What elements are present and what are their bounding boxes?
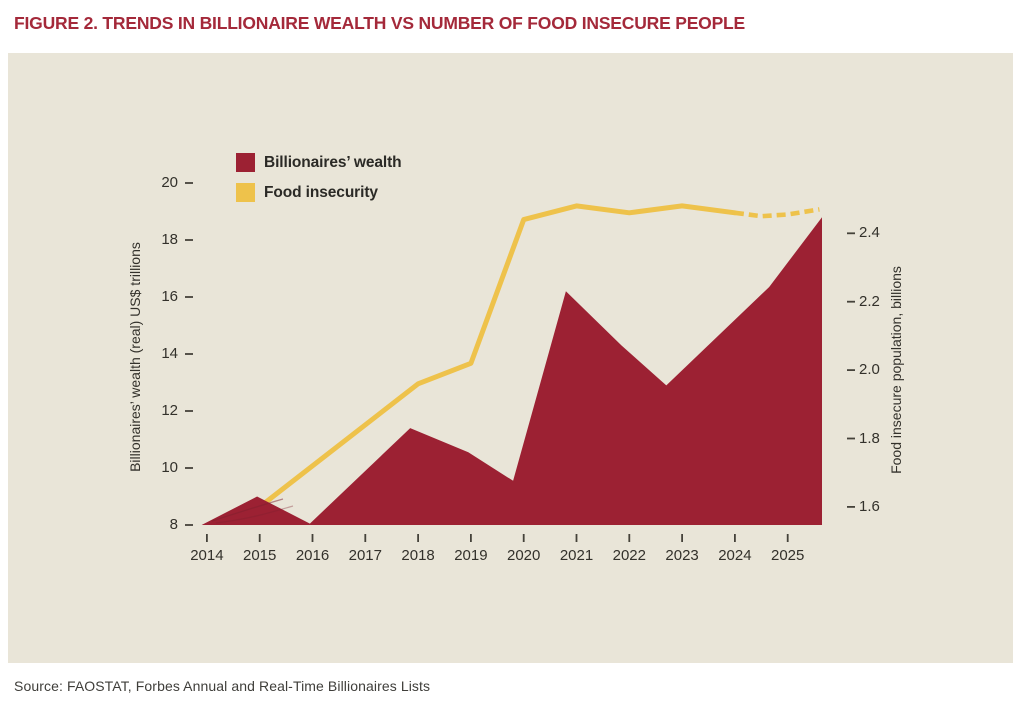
right-axis-tick-label: 1.6 — [859, 497, 880, 515]
left-axis-tick-label: 8 — [169, 516, 178, 533]
legend-item-wealth: Billionaires’ wealth — [236, 153, 402, 172]
billionaires-wealth-area — [201, 217, 823, 525]
left-axis-tick-label: 20 — [161, 174, 178, 191]
right-axis-tick-label: 2.4 — [859, 224, 880, 242]
x-axis-year-label: 2022 — [612, 547, 646, 564]
left-axis-tick-label: 16 — [161, 288, 178, 305]
food-insecurity-projection-dashed-line — [734, 207, 820, 219]
left-axis-tick-label: 12 — [161, 402, 178, 419]
x-axis-year-label: 2020 — [507, 547, 541, 564]
x-axis-year-label: 2025 — [771, 547, 805, 564]
x-axis-year-label: 2023 — [665, 547, 699, 564]
left-axis-tick-label: 14 — [161, 345, 178, 362]
x-axis-year-label: 2024 — [718, 547, 752, 564]
right-axis-tick-label: 2.2 — [859, 292, 880, 310]
legend-item-food-insecurity: Food insecurity — [236, 183, 402, 202]
right-axis-tick-label: 1.8 — [859, 429, 880, 447]
x-axis-year-label: 2021 — [559, 547, 594, 564]
x-axis-year-label: 2014 — [190, 547, 224, 564]
food-insecurity-swatch-icon — [236, 183, 255, 202]
left-axis-tick-label: 10 — [161, 459, 178, 476]
legend-label-wealth: Billionaires’ wealth — [264, 153, 402, 171]
left-axis-tick-label: 18 — [161, 231, 178, 248]
food-insecurity-line — [257, 203, 738, 510]
x-axis-year-label: 2018 — [401, 547, 435, 564]
chart-legend: Billionaires’ wealth Food insecurity — [236, 153, 402, 213]
x-axis-year-label: 2015 — [243, 547, 277, 564]
right-axis-tick-label: 2.0 — [859, 361, 880, 379]
right-axis-title: Food insecure population, billions — [888, 266, 904, 474]
legend-label-food-insecurity: Food insecurity — [264, 183, 378, 201]
wealth-area-inner-arc — [211, 498, 284, 522]
figure-title: FIGURE 2. TRENDS IN BILLIONAIRE WEALTH V… — [14, 13, 746, 33]
x-axis-year-label: 2017 — [348, 547, 382, 564]
wealth-area-inner-arc — [215, 505, 294, 524]
source-citation: Source: FAOSTAT, Forbes Annual and Real-… — [14, 678, 431, 694]
x-axis-year-label: 2016 — [295, 547, 330, 564]
x-axis-year-label: 2019 — [454, 547, 488, 564]
left-axis-title: Billionaires’ wealth (real) US$ trillion… — [127, 242, 143, 472]
wealth-swatch-icon — [236, 153, 255, 172]
chart-panel — [8, 53, 1013, 663]
